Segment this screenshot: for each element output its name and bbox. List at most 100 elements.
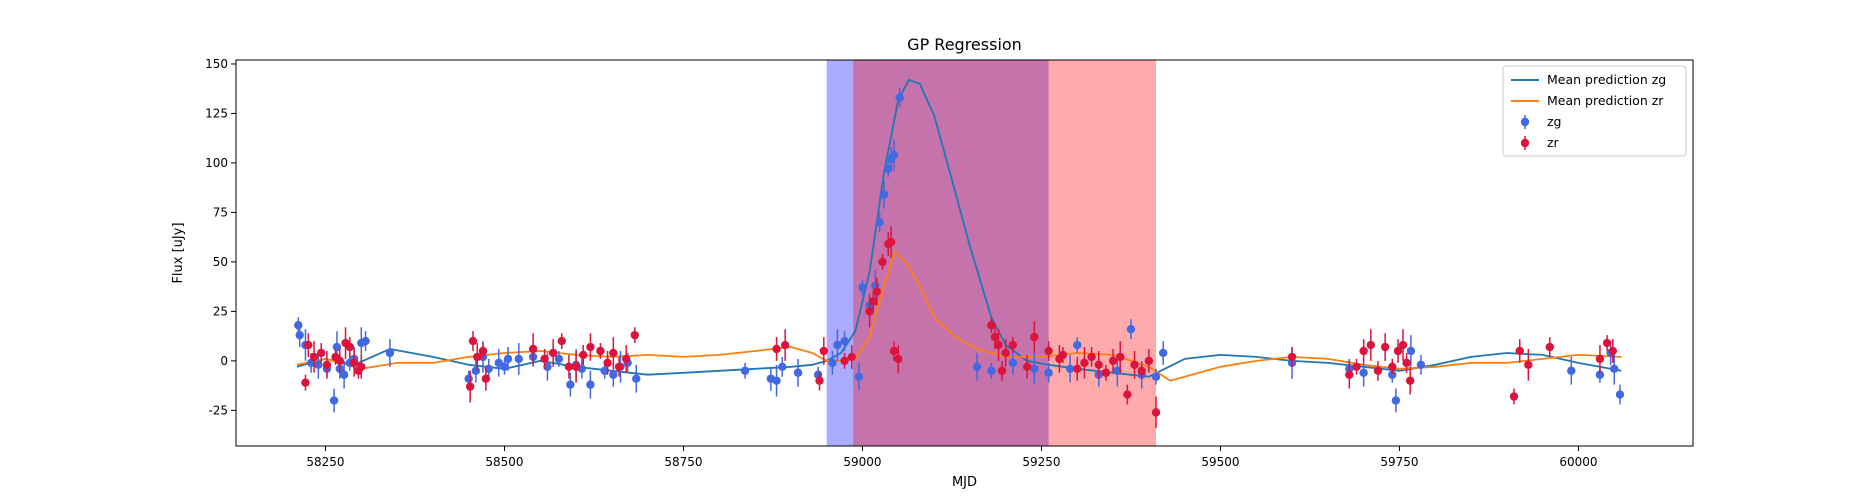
point-zg bbox=[828, 350, 837, 375]
marker bbox=[987, 321, 996, 330]
marker bbox=[1402, 358, 1411, 368]
marker bbox=[815, 376, 824, 385]
marker bbox=[1073, 340, 1082, 350]
marker bbox=[1044, 368, 1053, 377]
point-zr bbox=[301, 374, 310, 391]
point-zg bbox=[1406, 335, 1416, 367]
point-zg bbox=[875, 212, 884, 233]
y-axis-label: Flux [uJy] bbox=[171, 222, 186, 283]
point-zg bbox=[1391, 388, 1401, 413]
point-zg bbox=[1044, 362, 1053, 383]
marker bbox=[1608, 346, 1618, 356]
point-zg bbox=[1615, 384, 1625, 405]
marker bbox=[1595, 370, 1605, 379]
point-zg bbox=[554, 350, 564, 367]
point-zg bbox=[740, 362, 750, 379]
marker bbox=[1116, 352, 1125, 362]
x-tick-label: 59500 bbox=[1201, 455, 1239, 469]
point-zr bbox=[878, 253, 887, 270]
marker bbox=[630, 330, 639, 340]
marker bbox=[603, 358, 612, 368]
marker bbox=[819, 346, 829, 356]
point-zr bbox=[304, 333, 313, 357]
point-zr bbox=[1001, 339, 1010, 367]
marker bbox=[468, 336, 478, 346]
marker bbox=[622, 354, 631, 364]
marker bbox=[571, 362, 581, 372]
marker bbox=[1030, 364, 1039, 373]
point-zr bbox=[1073, 356, 1082, 381]
marker bbox=[557, 336, 566, 346]
marker bbox=[317, 348, 326, 358]
marker bbox=[828, 358, 837, 368]
point-zr bbox=[1359, 339, 1368, 363]
marker bbox=[1391, 396, 1401, 405]
point-zr bbox=[1608, 339, 1618, 363]
marker bbox=[528, 344, 538, 354]
marker bbox=[314, 360, 323, 370]
point-zr bbox=[349, 349, 359, 377]
marker bbox=[1108, 356, 1118, 366]
point-zr bbox=[869, 291, 878, 312]
point-zr bbox=[1101, 364, 1111, 381]
marker bbox=[1602, 338, 1612, 348]
marker bbox=[554, 354, 564, 364]
marker bbox=[385, 348, 395, 358]
marker bbox=[1080, 358, 1089, 368]
point-zg bbox=[471, 358, 481, 383]
point-zr bbox=[335, 349, 345, 373]
marker bbox=[1001, 348, 1010, 358]
marker bbox=[793, 368, 803, 377]
legend-entry: Mean prediction zr bbox=[1511, 93, 1664, 108]
marker bbox=[478, 346, 488, 356]
point-zr bbox=[571, 350, 581, 383]
point-zr bbox=[840, 352, 849, 369]
point-zg bbox=[972, 352, 982, 381]
marker bbox=[1388, 362, 1397, 372]
marker bbox=[295, 330, 304, 340]
marker bbox=[548, 348, 558, 358]
marker bbox=[465, 382, 475, 391]
point-zg bbox=[858, 279, 867, 296]
x-axis-label: MJD bbox=[952, 475, 977, 490]
marker bbox=[1008, 340, 1018, 350]
point-zr bbox=[1380, 333, 1390, 361]
marker bbox=[349, 358, 359, 368]
marker bbox=[884, 164, 893, 174]
y-tick-label: 75 bbox=[213, 205, 228, 219]
marker bbox=[1065, 364, 1075, 373]
point-zg bbox=[854, 362, 864, 391]
point-zr bbox=[468, 331, 478, 351]
point-zg bbox=[895, 87, 904, 108]
marker bbox=[361, 336, 370, 346]
marker bbox=[1287, 352, 1297, 362]
marker bbox=[1373, 366, 1383, 375]
point-zr bbox=[1022, 354, 1032, 379]
marker bbox=[872, 287, 881, 296]
line-zg bbox=[296, 78, 1622, 378]
point-zr bbox=[889, 341, 899, 361]
marker bbox=[1359, 368, 1368, 377]
point-zg bbox=[632, 364, 641, 393]
point-zr bbox=[1080, 347, 1089, 379]
point-zr bbox=[1137, 362, 1146, 379]
point-zr bbox=[1044, 341, 1053, 361]
point-zr bbox=[1509, 388, 1519, 405]
point-zr bbox=[603, 350, 612, 375]
marker bbox=[1094, 360, 1103, 370]
point-zr bbox=[1398, 329, 1408, 361]
point-zr bbox=[481, 366, 491, 391]
marker bbox=[997, 366, 1007, 375]
point-zr bbox=[357, 354, 366, 379]
marker bbox=[778, 362, 787, 372]
marker bbox=[865, 307, 874, 316]
marker bbox=[543, 362, 552, 372]
x-tick-label: 59250 bbox=[1022, 455, 1060, 469]
point-zg bbox=[1151, 368, 1161, 385]
point-zr bbox=[540, 349, 549, 369]
marker bbox=[994, 340, 1003, 350]
point-zr bbox=[1287, 347, 1297, 367]
point-zg bbox=[329, 388, 339, 413]
y-tick-label: 0 bbox=[220, 354, 228, 368]
